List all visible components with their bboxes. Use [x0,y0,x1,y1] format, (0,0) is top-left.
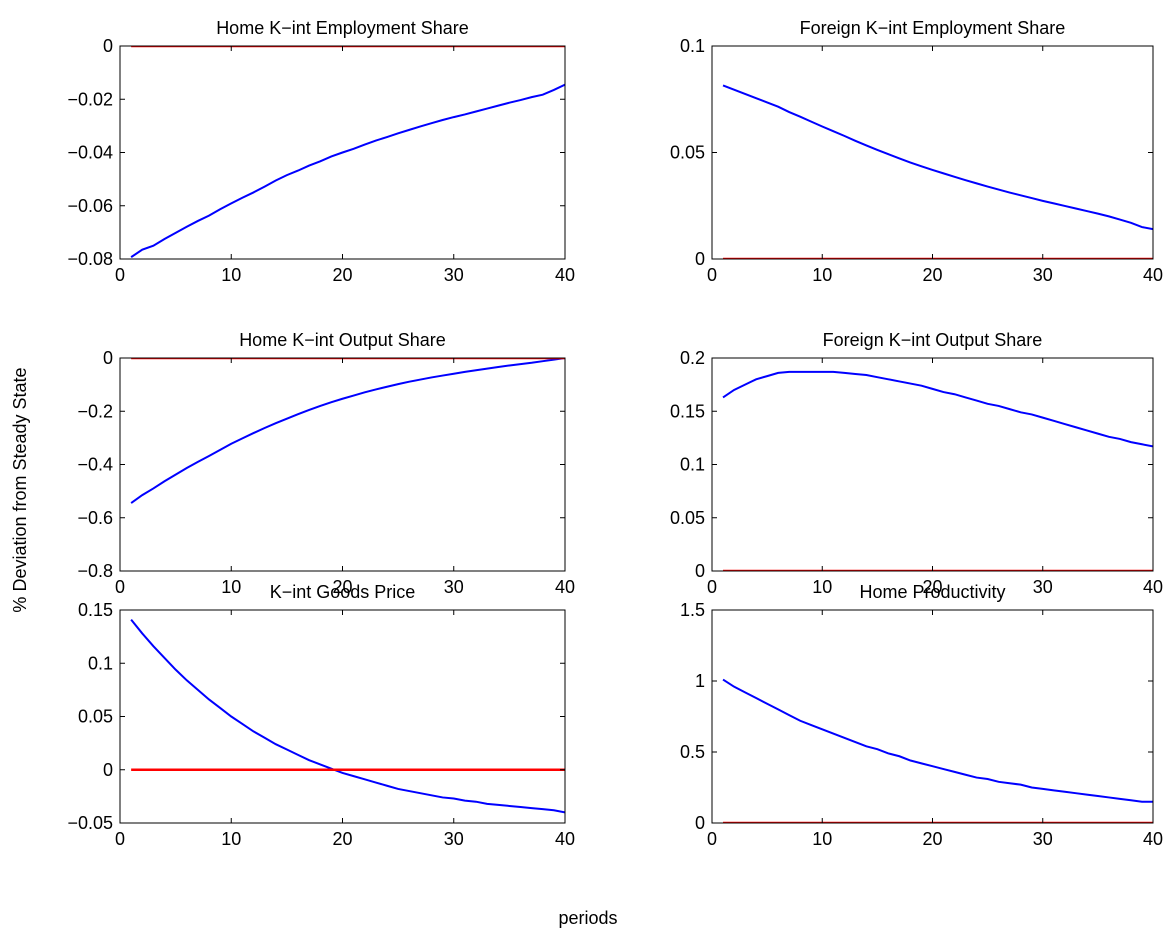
x-tick-label: 30 [1033,265,1053,285]
y-tick-label: 0 [103,760,113,780]
subplot-title: Foreign K−int Employment Share [800,18,1066,38]
y-tick-label: −0.06 [67,196,113,216]
series-line-response [722,678,1153,803]
x-tick-label: 20 [922,265,942,285]
y-tick-label: 0.05 [670,143,705,163]
x-tick-label: 20 [332,265,352,285]
x-tick-label: 10 [812,577,832,597]
y-tick-label: 0.5 [680,742,705,762]
subplot-title: K−int Goods Price [270,582,416,602]
axes-box [711,609,1154,824]
y-tick-label: −0.2 [77,401,113,421]
x-tick-label: 40 [555,829,575,849]
y-tick-label: 0.1 [680,455,705,475]
x-tick-label: 20 [332,577,352,597]
y-tick-label: −0.04 [67,143,113,163]
y-tick-label: 0 [695,813,705,833]
y-tick-label: 0 [695,561,705,581]
y-tick-label: −0.08 [67,249,113,269]
series-line-response [722,84,1153,231]
y-tick-label: −0.4 [77,455,113,475]
series-line-response [130,358,565,504]
x-tick-label: 30 [1033,577,1053,597]
figure-xlabel: periods [558,908,617,928]
y-tick-label: 1.5 [680,600,705,620]
series-line-response [130,83,565,258]
subplot-4: 0 10 20 30 40 0 0.05 0.1 0.15 0.2 Foreign K−int Ou… [670,330,1163,597]
x-tick-label: 20 [332,829,352,849]
x-tick-label: 10 [221,265,241,285]
axes-box [711,357,1154,572]
y-tick-label: 0.15 [78,600,113,620]
x-tick-label: 40 [1143,829,1163,849]
x-tick-label: 30 [444,577,464,597]
x-tick-label: 30 [1033,829,1053,849]
subplot-title: Home K−int Employment Share [216,18,469,38]
series-line-response [130,618,565,814]
y-tick-label: 0 [695,249,705,269]
subplot-title: Foreign K−int Output Share [823,330,1043,350]
x-tick-label: 30 [444,265,464,285]
y-tick-label: −0.02 [67,89,113,109]
subplot-1: 0 10 20 30 40 −0.08 −0.06 −0.04 −0.02 0 Home K−int… [67,18,575,285]
subplot-6: 0 10 20 30 40 0 0.5 1 1.5 Home Productivity [680,582,1163,849]
x-tick-label: 0 [115,577,125,597]
subplot-2: 0 10 20 30 40 0 0.05 0.1 Foreign K−int Employmen… [670,18,1163,285]
x-tick-label: 0 [707,577,717,597]
y-tick-label: −0.6 [77,508,113,528]
y-tick-label: 1 [695,671,705,691]
y-tick-label: −0.05 [67,813,113,833]
x-tick-label: 40 [555,265,575,285]
y-tick-label: 0 [103,36,113,56]
x-tick-label: 10 [812,829,832,849]
y-tick-label: 0.05 [670,508,705,528]
y-tick-label: 0.05 [78,707,113,727]
y-tick-label: 0.15 [670,401,705,421]
series-line-response [722,370,1153,448]
axes-box [119,609,566,824]
y-tick-label: 0.2 [680,348,705,368]
x-tick-label: 40 [1143,265,1163,285]
subplot-title: Home K−int Output Share [239,330,446,350]
x-tick-label: 10 [221,577,241,597]
figure-ylabel: % Deviation from Steady State [10,367,30,612]
x-tick-label: 0 [707,265,717,285]
axes-box [711,45,1154,260]
x-tick-label: 40 [555,577,575,597]
x-tick-label: 0 [115,265,125,285]
x-tick-label: 20 [922,577,942,597]
y-tick-label: 0 [103,348,113,368]
y-tick-label: 0.1 [680,36,705,56]
y-tick-label: 0.1 [88,653,113,673]
subplot-3: 0 10 20 30 40 −0.8 −0.6 −0.4 −0.2 0 Home K−int Out… [77,330,575,597]
x-tick-label: 30 [444,829,464,849]
x-tick-label: 40 [1143,577,1163,597]
y-tick-label: −0.8 [77,561,113,581]
x-tick-label: 10 [221,829,241,849]
x-tick-label: 0 [115,829,125,849]
axes-box [119,357,566,572]
subplot-title: Home Productivity [859,582,1005,602]
x-tick-label: 0 [707,829,717,849]
x-tick-label: 10 [812,265,832,285]
x-tick-label: 20 [922,829,942,849]
